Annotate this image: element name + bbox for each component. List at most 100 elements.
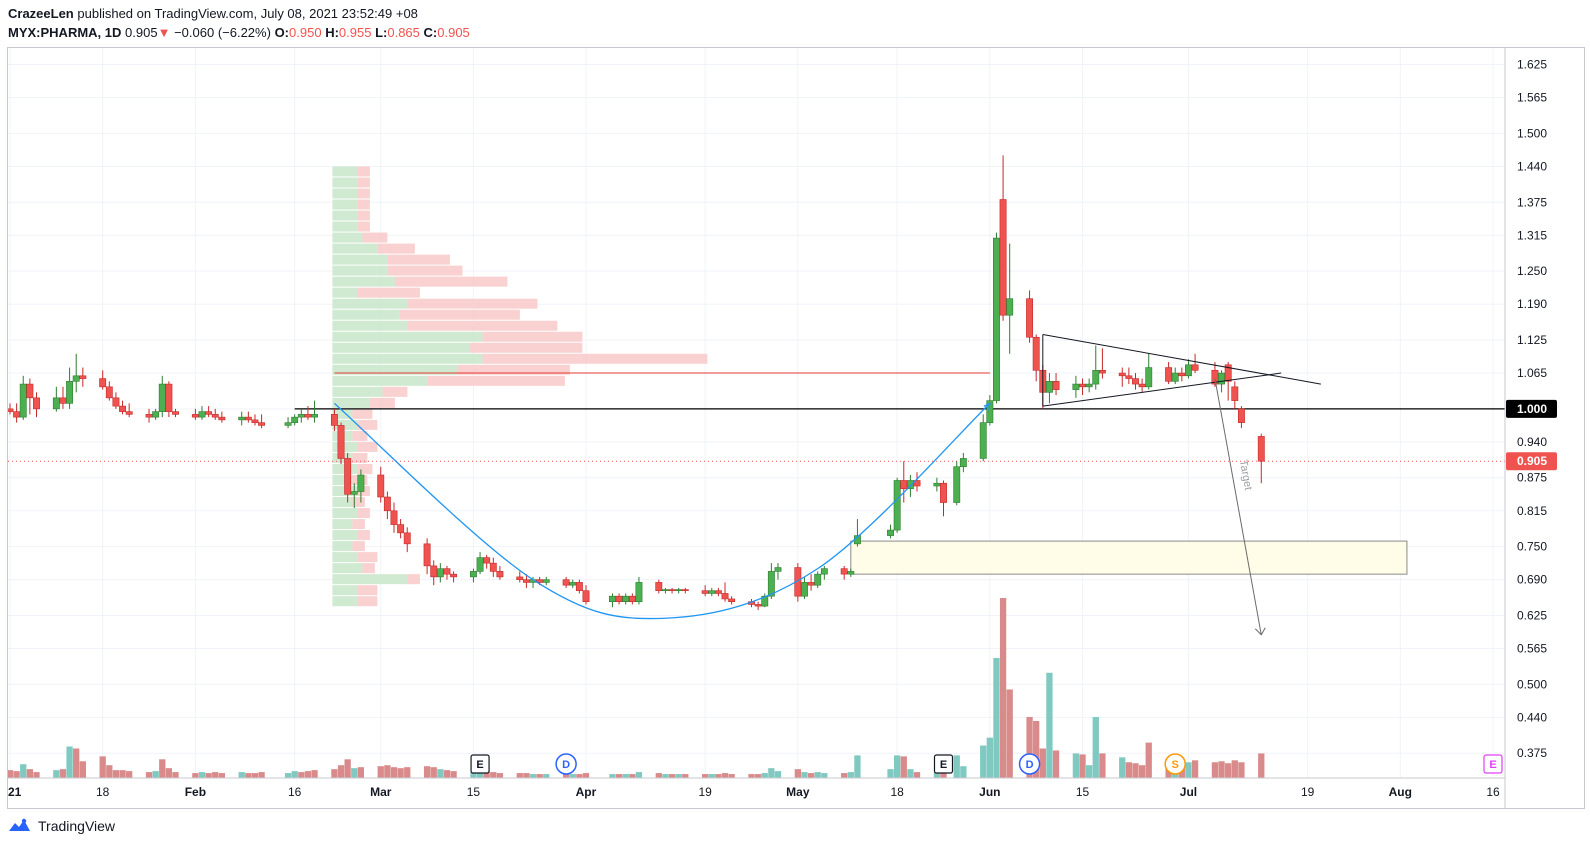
volume-bar	[450, 771, 457, 778]
candle	[655, 579, 663, 594]
candle-body	[959, 458, 967, 468]
volume-profile-up-bar	[332, 298, 408, 309]
price-tick-label: 1.190	[1517, 297, 1547, 311]
event-marker-circle	[1018, 753, 1041, 775]
candle-body	[1118, 372, 1126, 377]
candle-body	[701, 590, 709, 594]
candle	[993, 232, 1000, 404]
candle-body	[847, 571, 855, 575]
volume-bar	[238, 772, 245, 778]
volume-profile-up-bar	[332, 276, 395, 287]
volume-bar	[99, 756, 106, 778]
candle	[19, 375, 27, 420]
candle-body	[801, 582, 808, 597]
volume-bar	[715, 774, 722, 778]
tradingview-footer[interactable]: TradingView	[8, 818, 115, 834]
price-tick-label: 1.625	[1517, 58, 1547, 72]
volume-profile-down-bar	[394, 276, 508, 287]
volume-bar	[1225, 763, 1232, 778]
candle-body	[1079, 383, 1086, 388]
candle-body	[628, 595, 636, 602]
candle	[165, 381, 173, 418]
candle	[675, 587, 683, 594]
volume-bar	[430, 767, 437, 778]
price-tick-label: 1.565	[1517, 91, 1547, 105]
candle	[112, 392, 120, 409]
candle	[1224, 362, 1232, 401]
candle-body	[165, 383, 173, 412]
volume-bar	[496, 773, 504, 778]
candle	[125, 403, 133, 418]
candle-body	[940, 482, 947, 503]
volume-bar	[576, 774, 583, 778]
candle-body	[1211, 370, 1219, 385]
volume-bar	[668, 774, 676, 778]
volume-profile-down-bar	[469, 342, 583, 353]
candle	[754, 601, 762, 610]
candle	[522, 574, 530, 588]
volume-profile-up-bar	[332, 166, 358, 177]
event-marker-label: E	[1489, 759, 1496, 771]
volume-bar	[1072, 753, 1080, 778]
candle	[562, 576, 570, 588]
event-marker-split[interactable]: S	[1164, 753, 1186, 775]
volume-profile-up-bar	[332, 221, 358, 232]
volume-profile-down-bar	[369, 397, 395, 408]
candle-body	[1191, 364, 1199, 371]
time-tick-label: 19	[1301, 785, 1315, 799]
candle	[198, 406, 206, 420]
event-marker-earnings[interactable]: E	[1483, 754, 1503, 774]
candle	[1045, 373, 1053, 404]
publisher-name[interactable]: CrazeeLen	[8, 6, 74, 21]
candle-body	[661, 589, 669, 591]
volume-profile-up-bar	[332, 585, 358, 596]
volume-bar	[245, 773, 252, 778]
volume-bar	[66, 746, 73, 778]
volume-bar	[615, 774, 623, 778]
event-marker-circle	[1164, 753, 1186, 775]
candle-body	[609, 595, 616, 602]
candle-body	[668, 589, 676, 591]
chart-frame[interactable]: Target 0.375 0.440 0.500 0.565 0.625 0.690 0.75…	[6, 47, 1585, 809]
volume-profile-up-bar	[332, 364, 458, 375]
candle-body	[655, 582, 663, 591]
volume-bar	[1052, 750, 1060, 778]
volume-profile-up-bar	[332, 563, 363, 574]
candle-body	[562, 579, 570, 586]
volume-bar	[1138, 765, 1146, 778]
candle	[774, 563, 782, 580]
event-marker-earnings[interactable]: E	[933, 754, 954, 774]
candle	[105, 381, 113, 401]
event-marker-earnings[interactable]: E	[470, 754, 490, 774]
candle-body	[1026, 298, 1034, 338]
volume-profile-down-bar	[352, 408, 373, 419]
published-text: published on TradingView.com, July 08, 2…	[77, 6, 418, 21]
cup-curve-line	[333, 402, 991, 620]
volume-bar	[794, 769, 801, 778]
candle-body	[383, 496, 391, 512]
candle	[1098, 348, 1106, 379]
candle	[350, 483, 358, 509]
volume-bar	[79, 761, 86, 778]
price-chart[interactable]: Target 0.375 0.440 0.500 0.565 0.625 0.690 0.75…	[6, 48, 1584, 808]
volume-profile-down-bar	[399, 309, 520, 320]
candle-body	[767, 571, 775, 597]
candle	[913, 472, 921, 492]
volume-bar	[847, 772, 854, 778]
candle-body	[754, 604, 762, 607]
time-tick-label: 19	[698, 785, 712, 799]
cup-curve-arrowhead	[983, 402, 991, 411]
volume-bar	[205, 773, 212, 778]
volume-bar	[331, 769, 338, 778]
candle	[423, 538, 431, 575]
candle-body	[423, 543, 431, 567]
price-tick-label: 0.500	[1517, 677, 1547, 691]
candle	[801, 576, 808, 599]
event-marker-dividend[interactable]: D	[1018, 753, 1041, 775]
candle-body	[1178, 372, 1186, 377]
volume-bar	[251, 773, 259, 778]
candle-body	[284, 422, 292, 426]
event-marker-dividend[interactable]: D	[555, 753, 577, 775]
candle-body	[238, 416, 246, 421]
